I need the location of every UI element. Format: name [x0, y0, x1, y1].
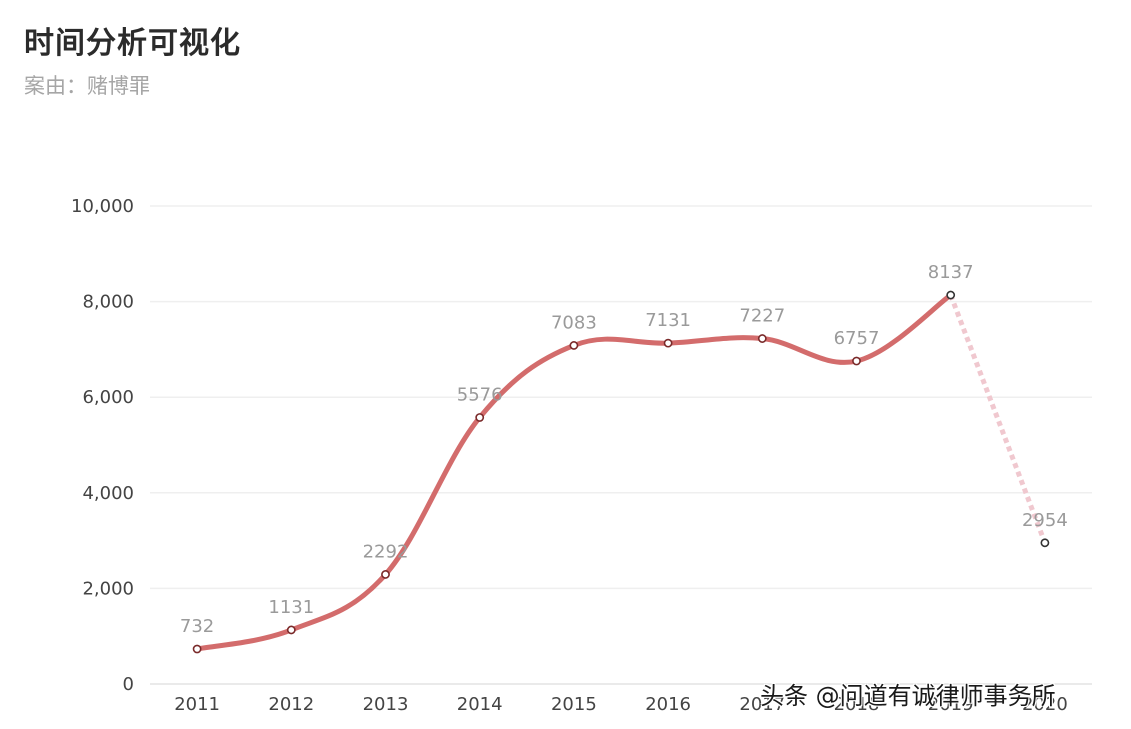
y-tick-label: 10,000 [71, 196, 134, 217]
data-point[interactable] [946, 290, 956, 300]
data-point[interactable] [757, 334, 767, 343]
series-lines [194, 292, 1048, 652]
data-label: 7227 [739, 306, 785, 327]
data-point[interactable] [475, 413, 485, 422]
y-tick-label: 8,000 [82, 292, 134, 313]
x-tick-label: 2019 [928, 694, 974, 715]
data-point[interactable] [852, 356, 861, 366]
data-label: 2292 [363, 541, 409, 562]
chart-title: 时间分析可视化 [24, 26, 241, 61]
x-tick-label: 2012 [268, 694, 314, 715]
y-axis: 0 2,000 4,000 6,000 8,000 10,000 [71, 196, 134, 695]
y-tick-label: 2,000 [82, 578, 134, 599]
data-point[interactable] [1040, 538, 1050, 548]
data-point[interactable] [663, 338, 673, 348]
data-point[interactable] [569, 341, 579, 350]
data-label: 7083 [551, 312, 597, 333]
x-tick-label: 2020 [1022, 694, 1068, 715]
data-label: 732 [180, 616, 214, 637]
data-point[interactable] [286, 625, 296, 635]
gridlines [150, 205, 1092, 685]
series-line [194, 292, 954, 652]
y-tick-label: 4,000 [82, 483, 134, 504]
x-tick-label: 2015 [551, 694, 597, 715]
x-tick-label: 2018 [834, 694, 880, 715]
data-point[interactable] [192, 644, 202, 654]
x-tick-label: 2011 [174, 694, 220, 715]
x-tick-label: 2017 [739, 694, 785, 715]
x-tick-label: 2016 [645, 694, 691, 715]
y-tick-label: 6,000 [82, 387, 134, 408]
watermark: 头条 @问道有诚律师事务所 [760, 682, 1056, 710]
x-axis: 2011 2012 2013 2014 2015 2016 2017 2018 2019 2020 [174, 694, 1068, 715]
data-label: 8137 [928, 262, 974, 283]
data-label: 1131 [268, 597, 314, 618]
projection-line [948, 294, 1048, 544]
data-label: 6757 [834, 328, 880, 349]
x-tick-label: 2013 [363, 694, 409, 715]
data-point[interactable] [381, 570, 390, 579]
data-label: 7131 [645, 310, 691, 331]
data-label: 5576 [457, 384, 503, 405]
chart-subtitle: 案由：赌博罪 [24, 74, 150, 98]
x-tick-label: 2014 [457, 694, 503, 715]
data-label: 2954 [1022, 510, 1068, 531]
data-labels: 732 1131 2292 5576 7083 7131 7227 6757 8137 2954 [180, 262, 1068, 637]
data-points [192, 290, 1050, 654]
y-tick-label: 0 [123, 674, 134, 695]
